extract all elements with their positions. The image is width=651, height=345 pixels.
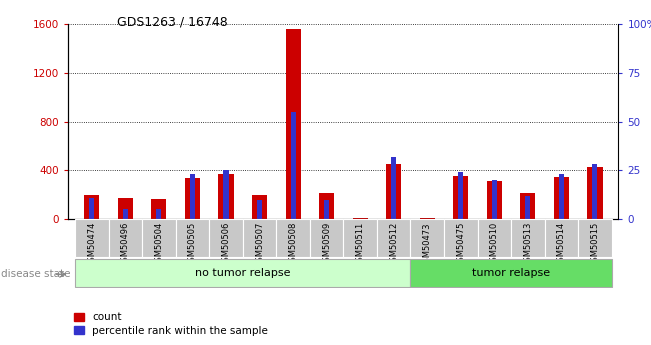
Bar <box>377 219 411 257</box>
Bar <box>276 219 310 257</box>
Bar <box>257 199 262 219</box>
Text: GSM50512: GSM50512 <box>389 222 398 267</box>
Bar <box>411 219 444 257</box>
Text: GSM50473: GSM50473 <box>422 222 432 268</box>
Bar <box>511 219 545 257</box>
Bar <box>458 172 464 219</box>
Bar <box>420 218 435 219</box>
Bar <box>444 219 478 257</box>
Text: GSM50508: GSM50508 <box>288 222 298 267</box>
Bar <box>209 219 243 257</box>
Bar <box>554 177 569 219</box>
Text: GSM50474: GSM50474 <box>87 222 96 267</box>
Bar <box>190 174 195 219</box>
Bar <box>142 219 176 257</box>
Text: GSM50509: GSM50509 <box>322 222 331 267</box>
Text: GSM50513: GSM50513 <box>523 222 533 267</box>
Bar <box>123 209 128 219</box>
Bar <box>324 199 329 219</box>
Bar <box>152 199 167 219</box>
Text: GSM50475: GSM50475 <box>456 222 465 267</box>
Bar <box>89 198 94 219</box>
Bar <box>386 164 401 219</box>
Bar <box>75 219 109 257</box>
Bar <box>310 219 344 257</box>
Text: disease state: disease state <box>1 269 71 279</box>
Text: GSM50505: GSM50505 <box>188 222 197 267</box>
Bar <box>290 112 296 219</box>
Bar <box>492 180 497 219</box>
Bar <box>243 219 276 257</box>
Bar <box>84 195 100 219</box>
Bar <box>592 165 598 219</box>
Text: GSM50511: GSM50511 <box>355 222 365 267</box>
Text: GSM50496: GSM50496 <box>121 222 130 267</box>
Bar <box>453 176 468 219</box>
Legend: count, percentile rank within the sample: count, percentile rank within the sample <box>70 308 272 340</box>
Text: tumor relapse: tumor relapse <box>472 268 550 277</box>
Text: GSM50514: GSM50514 <box>557 222 566 267</box>
Bar <box>319 193 334 219</box>
Text: GSM50510: GSM50510 <box>490 222 499 267</box>
Bar <box>75 259 411 286</box>
Bar <box>587 167 603 219</box>
Bar <box>344 219 377 257</box>
Bar <box>286 29 301 219</box>
Bar <box>109 219 142 257</box>
Bar <box>478 219 511 257</box>
Bar <box>118 198 133 219</box>
Bar <box>185 178 200 219</box>
Bar <box>545 219 578 257</box>
Bar <box>578 219 612 257</box>
Text: no tumor relapse: no tumor relapse <box>195 268 290 277</box>
Bar <box>525 196 531 219</box>
Bar <box>559 174 564 219</box>
Bar <box>391 157 396 219</box>
Bar <box>487 181 502 219</box>
Text: GSM50504: GSM50504 <box>154 222 163 267</box>
Bar <box>520 194 535 219</box>
Bar <box>411 259 612 286</box>
Bar <box>219 174 234 219</box>
Bar <box>353 218 368 219</box>
Text: GSM50507: GSM50507 <box>255 222 264 267</box>
Bar <box>223 170 229 219</box>
Text: GSM50506: GSM50506 <box>221 222 230 267</box>
Bar <box>176 219 209 257</box>
Bar <box>252 195 267 219</box>
Text: GSM50515: GSM50515 <box>590 222 600 267</box>
Text: GDS1263 / 16748: GDS1263 / 16748 <box>117 16 228 29</box>
Bar <box>156 209 161 219</box>
